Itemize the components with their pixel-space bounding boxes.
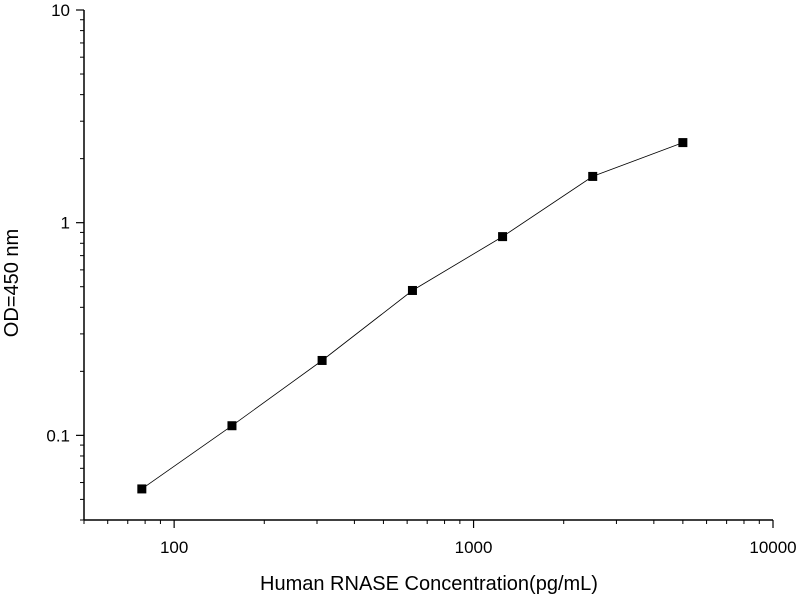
data-point xyxy=(227,421,237,431)
series-line xyxy=(141,142,684,490)
y-tick-label: 1 xyxy=(61,214,70,233)
x-axis-title: Human RNASE Concentration(pg/mL) xyxy=(260,573,598,595)
y-tick-label: 10 xyxy=(51,1,70,20)
data-point xyxy=(317,355,327,365)
axes: 100 1000 10000 0.1 1 10 xyxy=(46,1,796,557)
data-point xyxy=(137,484,147,494)
data-point xyxy=(407,285,417,295)
x-tick-label: 10000 xyxy=(749,538,796,557)
y-axis-title: OD=450 nm xyxy=(1,229,23,337)
x-tick-label: 100 xyxy=(160,538,188,557)
x-tick-label: 1000 xyxy=(455,538,493,557)
data-point xyxy=(678,138,688,148)
y-tick-label: 0.1 xyxy=(46,426,70,445)
data-series xyxy=(137,138,688,494)
data-point xyxy=(498,232,508,242)
data-point xyxy=(588,171,598,181)
